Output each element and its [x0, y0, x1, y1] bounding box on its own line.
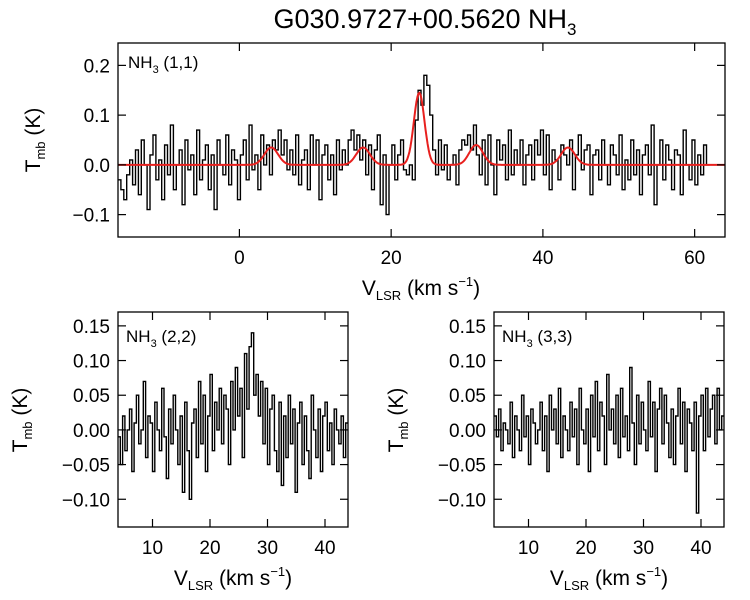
y-axis-title: Tmb (K) [385, 388, 411, 453]
y-tick-label: 0.2 [84, 56, 110, 77]
spectrum-line [118, 74, 710, 216]
y-tick-label: −0.05 [438, 456, 486, 477]
panel-label: NH3 (1,1) [128, 53, 198, 76]
figure-title-sub: 3 [567, 20, 576, 39]
x-tick-label: 10 [518, 538, 539, 559]
figure-title-main: G030.9727+00.5620 NH [274, 4, 567, 34]
y-tick-label: 0.00 [73, 421, 110, 442]
y-tick-label: 0.10 [449, 352, 486, 373]
y-tick-label: −0.10 [438, 490, 486, 511]
x-tick-label: 20 [199, 538, 220, 559]
y-tick-label: 0.05 [449, 386, 486, 407]
y-axis-title: Tmb (K) [9, 388, 35, 453]
y-tick-label: −0.10 [62, 490, 110, 511]
y-axis-title: Tmb (K) [22, 108, 48, 173]
x-tick-label: 20 [575, 538, 596, 559]
plot-frame [493, 311, 725, 528]
figure-title: G030.9727+00.5620 NH3 [274, 4, 577, 39]
y-tick-label: 0.15 [449, 317, 486, 338]
spectrum-line [494, 366, 724, 514]
y-tick-label: 0.1 [84, 106, 110, 127]
y-tick-label: 0.00 [449, 421, 486, 442]
x-axis-title: VLSR (km s−1) [550, 564, 668, 593]
y-tick-label: −0.05 [62, 456, 110, 477]
panel-label: NH3 (3,3) [502, 327, 572, 350]
x-tick-label: 40 [532, 248, 553, 269]
panel-bottom-right: NH3 (3,3) VLSR (km s−1) Tmb (K) 10 20 30 40… [385, 311, 725, 593]
x-axis-title: VLSR (km s−1) [174, 564, 292, 593]
y-tick-label: 0.05 [73, 386, 110, 407]
x-tick-label: 60 [684, 248, 705, 269]
spectrum-line [118, 332, 348, 500]
x-axis-title: VLSR (km s−1) [362, 274, 480, 303]
x-tick-label: 0 [234, 248, 245, 269]
y-tick-label: −0.1 [72, 206, 110, 227]
panel-bottom-left: NH3 (2,2) VLSR (km s−1) Tmb (K) 10 20 30 40… [9, 311, 349, 593]
x-tick-label: 30 [633, 538, 654, 559]
x-tick-label: 30 [257, 538, 278, 559]
y-tick-label: 0.15 [73, 317, 110, 338]
panel-top: NH3 (1,1) VLSR (km s−1) Tmb (K) 0 20 40 60 −… [22, 42, 726, 303]
panel-label: NH3 (2,2) [126, 327, 196, 350]
x-tick-label: 40 [314, 538, 335, 559]
y-tick-label: 0.10 [73, 352, 110, 373]
x-tick-label: 40 [690, 538, 711, 559]
x-tick-label: 10 [142, 538, 163, 559]
y-tick-label: 0.0 [84, 156, 110, 177]
plot-frame [117, 311, 349, 528]
x-tick-label: 20 [381, 248, 402, 269]
fit-line [118, 91, 725, 166]
plot-frame [117, 42, 726, 238]
